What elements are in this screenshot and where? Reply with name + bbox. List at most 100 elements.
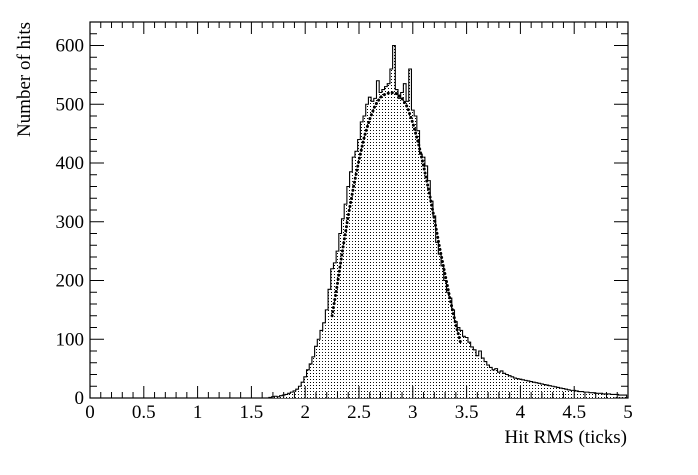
histogram-bar <box>398 98 401 398</box>
histogram-bar <box>381 89 385 398</box>
histogram-bar <box>540 383 544 398</box>
histogram-bar <box>502 373 506 398</box>
x-tick-label: 4 <box>516 402 526 423</box>
histogram-bar <box>586 392 589 398</box>
histogram-bar <box>570 390 573 398</box>
histogram-bar <box>489 367 493 398</box>
histogram-bar <box>333 262 337 398</box>
x-tick-label: 3.5 <box>455 402 479 423</box>
histogram-outline <box>90 44 628 399</box>
y-axis-ticks <box>90 21 628 399</box>
histogram-bar <box>363 116 366 398</box>
histogram-bar <box>559 388 563 398</box>
histogram-bar <box>556 387 560 398</box>
histogram-bar <box>505 374 509 398</box>
y-tick-label: 200 <box>56 271 85 292</box>
histogram-bar <box>392 45 396 398</box>
histogram-bar <box>435 242 439 398</box>
histogram-bar <box>408 69 412 398</box>
y-tick-label: 300 <box>56 212 85 233</box>
y-tick-label: 400 <box>56 153 85 174</box>
histogram-bar <box>451 309 455 398</box>
histogram-bar <box>427 180 431 398</box>
histogram-bar <box>476 355 479 398</box>
histogram-bar <box>276 396 280 398</box>
histogram-bar <box>287 393 291 398</box>
x-tick-label: 1 <box>193 402 203 423</box>
y-axis-tick-labels: 0 100 200 300 400 500 600 <box>56 36 85 410</box>
histogram-bar <box>602 393 606 398</box>
x-tick-label: 5 <box>623 402 633 423</box>
histogram-bar <box>352 157 355 398</box>
histogram-bar <box>580 391 584 398</box>
histogram-bar <box>328 289 331 398</box>
histogram-bar <box>322 322 326 398</box>
histogram-bar <box>295 389 299 398</box>
y-tick-label: 600 <box>56 36 85 57</box>
histogram-bar <box>494 368 498 398</box>
histogram-bar <box>597 393 600 398</box>
histogram-bar <box>478 351 482 398</box>
histogram-bar <box>438 254 442 398</box>
histogram-bar <box>346 186 350 398</box>
histogram-bar <box>290 392 294 398</box>
histogram-bar <box>314 346 318 398</box>
histogram-bar <box>441 265 444 398</box>
histogram-bar <box>486 365 490 398</box>
histogram-bar <box>454 321 458 398</box>
histogram-bar <box>384 86 388 398</box>
histogram-bar <box>462 336 466 398</box>
histogram-bar <box>618 395 622 398</box>
histogram-bar <box>543 384 546 398</box>
histogram-bar <box>285 394 288 398</box>
histogram-bar <box>500 370 503 398</box>
histogram-bar <box>443 280 447 398</box>
histogram-bar <box>317 339 320 398</box>
histogram-bar <box>529 381 533 398</box>
x-tick-label: 2.5 <box>347 402 371 423</box>
histogram-bar <box>338 233 342 398</box>
histogram-bar <box>416 130 420 398</box>
histogram-bar <box>524 380 528 398</box>
histogram-bar <box>424 165 428 398</box>
histogram-bar <box>325 309 329 398</box>
histogram-bar <box>411 110 415 398</box>
histogram-bar <box>365 104 369 398</box>
histogram-bar <box>564 389 568 398</box>
histogram-bar <box>400 92 404 398</box>
fit-curve <box>330 90 463 347</box>
x-axis-tick-labels: 0 0.5 1 1.5 2 2.5 3 3.5 4 4.5 5 <box>85 402 633 423</box>
histogram-bar <box>354 151 358 398</box>
histogram-bar <box>395 89 399 398</box>
histogram-bar <box>484 361 487 398</box>
y-axis-title: Number of hits <box>14 22 35 137</box>
histogram-bar <box>473 349 477 398</box>
histogram-bar <box>376 80 380 398</box>
histogram-bar <box>360 121 364 398</box>
histogram-bar <box>309 363 312 398</box>
histogram-bar <box>588 392 592 398</box>
histogram-bar <box>567 389 571 398</box>
x-tick-label: 0 <box>85 402 95 423</box>
x-tick-label: 1.5 <box>240 402 264 423</box>
x-tick-label: 4.5 <box>562 402 586 423</box>
histogram-bar <box>535 382 538 398</box>
x-axis-title: Hit RMS (ticks) <box>505 427 627 448</box>
histogram-bar <box>599 393 603 398</box>
histogram-bar <box>545 385 549 398</box>
histogram-bar <box>532 382 536 398</box>
x-tick-label: 2 <box>300 402 310 423</box>
histogram-bar <box>371 101 374 398</box>
histogram-bar <box>387 83 390 398</box>
histogram-bar <box>554 386 557 398</box>
histogram-bar <box>513 378 517 398</box>
histogram-bar <box>521 379 525 398</box>
y-tick-label: 100 <box>56 329 85 350</box>
histogram-bars <box>268 45 627 398</box>
histogram-bar <box>306 369 310 398</box>
histogram-bar <box>457 327 460 398</box>
histogram-bar <box>419 154 423 398</box>
histogram-bar <box>274 396 277 398</box>
histogram-bar <box>527 380 530 398</box>
